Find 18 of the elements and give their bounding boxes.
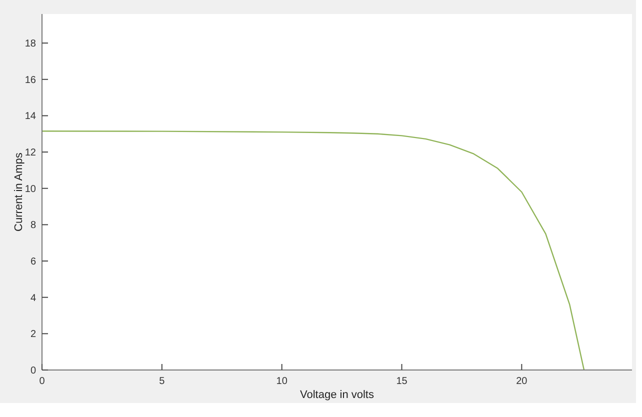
y-tick-label: 4 bbox=[30, 292, 36, 304]
y-tick-label: 12 bbox=[24, 148, 36, 159]
y-tick-label: 16 bbox=[24, 74, 36, 86]
y-tick-label: 2 bbox=[30, 329, 36, 340]
x-tick-label: 20 bbox=[516, 376, 528, 387]
x-tick-label: 0 bbox=[39, 376, 46, 387]
y-axis-title: Current in Amps bbox=[13, 152, 25, 232]
x-tick-label: 5 bbox=[159, 376, 166, 387]
x-tick-label: 10 bbox=[276, 376, 288, 387]
y-tick-label: 0 bbox=[30, 366, 36, 376]
y-tick-label: 6 bbox=[30, 256, 36, 268]
line-series bbox=[41, 130, 585, 371]
y-tick-label: 8 bbox=[30, 220, 36, 232]
x-axis-title: Voltage in volts bbox=[300, 389, 374, 401]
y-tick-label: 10 bbox=[24, 184, 36, 195]
x-tick-label: 15 bbox=[396, 376, 408, 387]
y-tick-label: 18 bbox=[24, 38, 36, 50]
y-tick-label: 14 bbox=[24, 111, 36, 122]
